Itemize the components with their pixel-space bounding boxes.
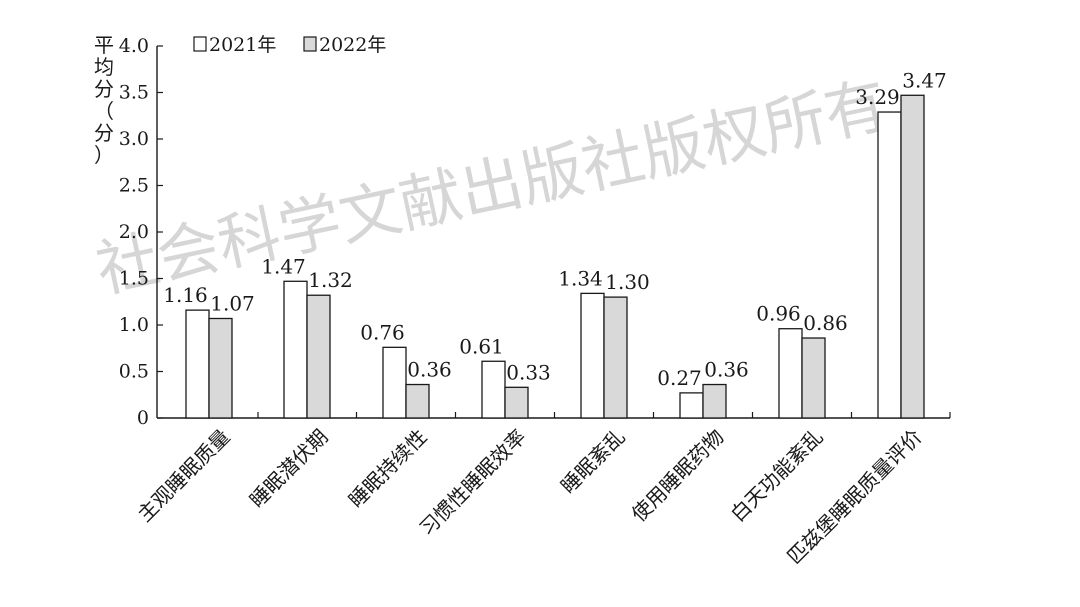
bar-series-2 — [306, 294, 331, 419]
y-axis-label-char: 均 — [94, 55, 114, 79]
data-label: 1.32 — [308, 268, 353, 292]
bar-series-1 — [778, 328, 803, 419]
bar-series-1 — [382, 346, 407, 419]
data-label: 0.61 — [459, 334, 504, 358]
bar-series-1 — [481, 360, 506, 419]
y-axis-label-char: ） — [94, 143, 114, 167]
data-label: 3.29 — [855, 85, 900, 109]
bar-series-1 — [580, 292, 605, 419]
bar-series-2 — [405, 383, 430, 419]
data-label: 3.47 — [902, 68, 947, 92]
data-label: 0.96 — [756, 302, 801, 326]
legend-swatch — [303, 36, 317, 52]
y-axis-label-char: 平 — [94, 33, 114, 57]
data-label: 0.27 — [657, 366, 702, 390]
data-label: 0.36 — [407, 358, 452, 382]
y-axis-label-text: 平均分（分） — [94, 33, 114, 167]
data-label: 0.33 — [506, 360, 551, 384]
y-tick-label: 3.0 — [119, 128, 149, 150]
category-label: 使用睡眠药物 — [627, 425, 729, 527]
data-label: 1.34 — [558, 266, 603, 290]
data-label: 0.36 — [704, 358, 749, 382]
legend-swatch — [193, 36, 207, 52]
data-label: 1.30 — [605, 270, 650, 294]
bar-series-1 — [679, 392, 704, 419]
y-tick-label: 1.0 — [119, 314, 149, 336]
y-tick-label: 0.5 — [119, 361, 149, 383]
y-axis-label: 平均分（分） — [94, 33, 114, 167]
legend-label: 2022年 — [319, 34, 386, 56]
bar-series-2 — [801, 337, 826, 419]
y-tick-label: 2.5 — [119, 175, 149, 197]
y-axis-ticks: 0 0.5 1.0 1.5 2.0 2.5 3.0 3.5 4.0 — [119, 35, 163, 429]
y-axis-label-char: 分 — [94, 77, 114, 101]
y-axis-label-char: 分 — [94, 121, 114, 145]
category-label: 睡眠紊乱 — [556, 425, 630, 499]
y-tick-label: 0 — [137, 407, 149, 429]
y-tick-label: 4.0 — [119, 35, 149, 57]
category-label: 睡眠持续性 — [344, 425, 432, 513]
data-label: 0.76 — [360, 320, 405, 344]
watermark: 社会科学文献出版社版权所有 — [90, 68, 894, 307]
y-tick-label: 2.0 — [119, 221, 149, 243]
watermark-text: 社会科学文献出版社版权所有 — [90, 68, 894, 307]
bar-series-2 — [900, 94, 925, 419]
y-tick-label: 3.5 — [119, 82, 149, 104]
bar-series-2 — [208, 317, 233, 419]
bar-series-2 — [603, 296, 628, 419]
bars — [185, 94, 925, 419]
bar-series-1 — [877, 111, 902, 419]
bar-series-1 — [283, 280, 308, 419]
data-labels: 1.16 1.47 0.76 0.61 1.34 0.27 0.96 3.29 1.07 1.32… — [163, 68, 947, 390]
bar-series-2 — [702, 383, 727, 419]
bar-series-1 — [185, 309, 210, 419]
bar-series-2 — [504, 386, 529, 419]
category-label: 习惯性睡眠效率 — [415, 425, 531, 541]
category-label: 睡眠潜伏期 — [245, 425, 333, 513]
legend-label: 2021年 — [209, 34, 276, 56]
y-tick-label: 1.5 — [119, 268, 149, 290]
data-label: 1.47 — [261, 254, 306, 278]
y-axis-label-char: （ — [94, 99, 114, 123]
data-label: 1.16 — [163, 283, 208, 307]
category-label: 白天功能紊乱 — [726, 425, 828, 527]
category-label: 主观睡眠质量 — [133, 425, 235, 527]
data-label: 1.07 — [210, 291, 255, 315]
data-label: 0.86 — [803, 311, 848, 335]
legend: 2021年 2022年 — [193, 34, 386, 56]
